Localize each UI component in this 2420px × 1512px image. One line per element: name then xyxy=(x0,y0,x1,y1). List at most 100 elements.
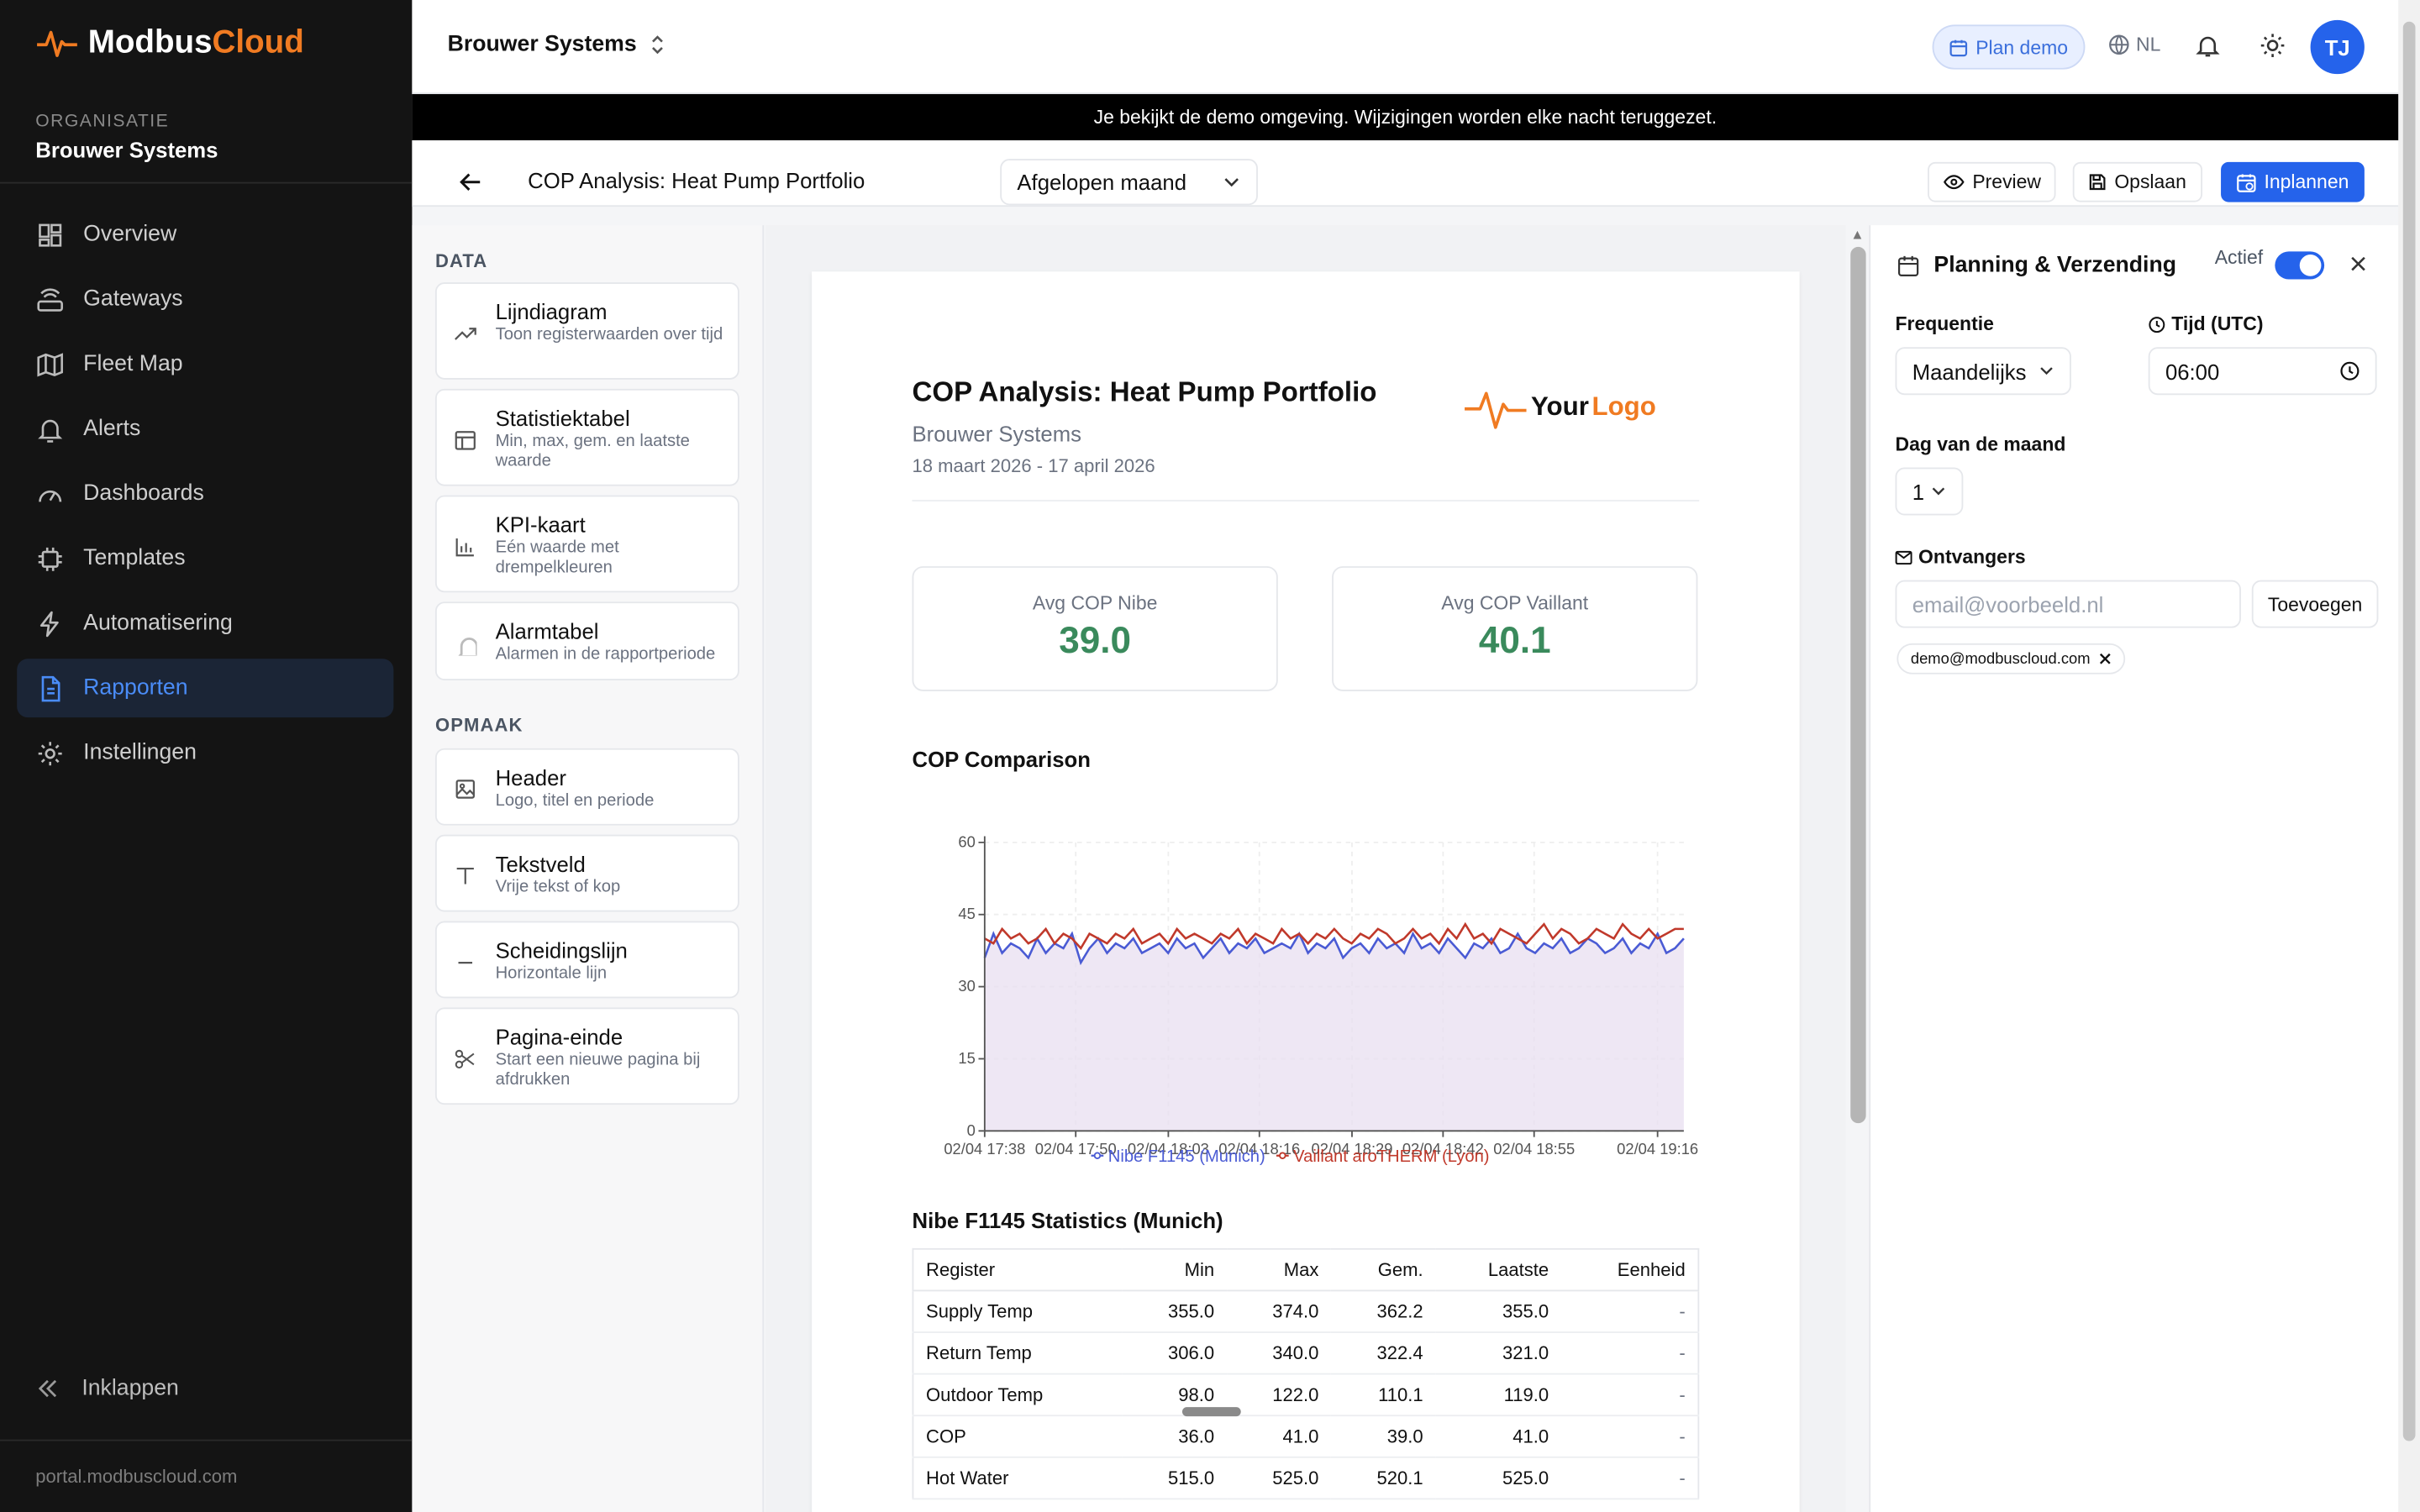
language-label: NL xyxy=(2136,34,2161,56)
table-cell: - xyxy=(1560,1373,1699,1417)
kpi-card[interactable]: Avg COP Nibe 39.0 xyxy=(912,566,1278,691)
active-toggle[interactable] xyxy=(2275,251,2325,280)
frequency-label: Frequentie xyxy=(1895,312,1994,335)
report-title[interactable]: COP Analysis: Heat Pump Portfolio xyxy=(528,168,865,193)
schedule-label: Inplannen xyxy=(2264,171,2349,193)
sidebar-item-alerts[interactable]: Alerts xyxy=(17,400,393,459)
schedule-panel: Planning & Verzending Actief Frequentie … xyxy=(1869,225,2399,1512)
table-cell: 39.0 xyxy=(1331,1415,1436,1458)
chevron-down-icon xyxy=(1932,487,1945,496)
clock-icon xyxy=(2340,361,2360,381)
chevron-down-icon xyxy=(2040,367,2053,375)
org-switcher[interactable]: Brouwer Systems xyxy=(448,33,666,57)
notifications-bell-icon[interactable] xyxy=(2195,33,2221,59)
preview-button[interactable]: Preview xyxy=(1928,161,2057,202)
stats-header-row: Register Min Max Gem. Laatste Eenheid xyxy=(913,1248,1699,1292)
sidebar-item-instellingen[interactable]: Instellingen xyxy=(17,723,393,782)
kpi-card[interactable]: Avg COP Vaillant 40.1 xyxy=(1332,566,1698,691)
palette-card-pagina-einde[interactable]: Pagina-einde Start een nieuwe pagina bij … xyxy=(434,1007,739,1105)
sidebar-item-gateways[interactable]: Gateways xyxy=(17,270,393,328)
table-cell: 515.0 xyxy=(1122,1457,1227,1500)
palette-card-desc: Alarmen in de rapportperiode xyxy=(495,644,716,664)
theme-sun-icon[interactable] xyxy=(2260,33,2286,59)
divider xyxy=(0,181,413,184)
sidebar-item-label: Instellingen xyxy=(83,740,197,766)
topbar: Brouwer Systems Plan demo NL TJ xyxy=(412,0,2399,95)
scissors-icon xyxy=(455,1049,475,1069)
schedule-button[interactable]: Inplannen xyxy=(2221,161,2365,202)
back-arrow-icon[interactable] xyxy=(459,171,483,193)
save-button[interactable]: Opslaan xyxy=(2072,161,2202,202)
time-label-text: Tijd (UTC) xyxy=(2171,312,2264,335)
sidebar-item-fleet-map[interactable]: Fleet Map xyxy=(17,335,393,394)
y-tick-label: 30 xyxy=(958,977,975,995)
sidebar-item-templates[interactable]: Templates xyxy=(17,529,393,588)
stats-header-cell: Min xyxy=(1122,1248,1227,1292)
table-cell: 340.0 xyxy=(1226,1332,1332,1375)
chevrons-up-down-icon xyxy=(651,35,662,55)
table-cell: Supply Temp xyxy=(913,1290,1123,1333)
frequency-select[interactable]: Maandelijks xyxy=(1895,347,2071,396)
palette-card-title: Tekstveld xyxy=(495,851,586,877)
sidebar-item-overview[interactable]: Overview xyxy=(17,205,393,264)
recipient-chip: demo@modbuscloud.com xyxy=(1897,643,2126,675)
palette-card-title: Scheidingslijn xyxy=(495,937,628,963)
calendar-icon xyxy=(1949,39,1968,56)
user-avatar[interactable]: TJ xyxy=(2310,19,2365,75)
sidebar-item-rapporten[interactable]: Rapporten xyxy=(17,659,394,718)
report-canvas: COP Analysis: Heat Pump Portfolio Brouwe… xyxy=(765,225,1846,1512)
palette-card-scheidingslijn[interactable]: Scheidingslijn Horizontale lijn xyxy=(434,921,739,999)
palette-card-kpi-kaart[interactable]: KPI-kaart Eén waarde met drempelkleuren xyxy=(434,495,739,593)
palette-card-tekstveld[interactable]: Tekstveld Vrije tekst of kop xyxy=(434,834,739,912)
collapse-button[interactable]: Inklappen xyxy=(35,1376,179,1401)
palette-card-desc: Toon registerwaarden over tijd xyxy=(495,325,723,344)
horizontal-scrollbar[interactable] xyxy=(1181,1407,1241,1417)
palette-card-lijndiagram[interactable]: Lijndiagram Toon registerwaarden over tij… xyxy=(434,282,739,380)
save-label: Opslaan xyxy=(2114,171,2186,193)
email-input[interactable]: email@voorbeeld.nl xyxy=(1895,580,2241,628)
stats-table[interactable]: Register Min Max Gem. Laatste Eenheid Supply T… xyxy=(912,1247,1700,1500)
report-page-title[interactable]: COP Analysis: Heat Pump Portfolio xyxy=(912,376,1377,407)
plan-demo-button[interactable]: Plan demo xyxy=(1932,24,2086,70)
brand-logo[interactable]: ModbusCloud xyxy=(35,24,304,61)
time-input[interactable]: 06:00 xyxy=(2148,347,2377,396)
minus-icon xyxy=(458,962,473,964)
palette-card-alarmtabel[interactable]: Alarmtabel Alarmen in de rapportperiode xyxy=(434,601,739,680)
sidebar-item-label: Overview xyxy=(83,222,177,247)
palette-card-header[interactable]: Header Logo, titel en periode xyxy=(434,748,739,826)
divider xyxy=(0,1439,413,1441)
kpi-label: Avg COP Vaillant xyxy=(1441,592,1589,615)
table-cell: 122.0 xyxy=(1226,1373,1332,1417)
palette-card-title: Statistiektabel xyxy=(495,406,630,431)
sidebar-item-automatisering[interactable]: Automatisering xyxy=(17,594,393,653)
canvas-scrollbar[interactable] xyxy=(1850,246,1866,1124)
mail-icon xyxy=(1895,549,1912,564)
palette-card-title: Lijndiagram xyxy=(495,299,608,324)
cop-line-chart[interactable]: 0 15 30 45 60 02/04 17:38 02/04 17:50 02/04 18:… xyxy=(913,780,1715,1166)
chart-section-title: COP Comparison xyxy=(912,746,1091,772)
y-tick-label: 0 xyxy=(967,1121,976,1139)
add-recipient-button[interactable]: Toevoegen xyxy=(2251,580,2379,628)
report-page-subtitle: Brouwer Systems xyxy=(912,421,1082,446)
table-cell: 322.4 xyxy=(1331,1332,1436,1375)
remove-chip-icon[interactable] xyxy=(2100,653,2112,665)
router-icon xyxy=(37,287,63,311)
x-tick-label: 02/04 18:55 xyxy=(1493,1140,1575,1158)
palette-card-statistiektabel[interactable]: Statistiektabel Min, max, gem. en laatste… xyxy=(434,388,739,486)
bell-icon xyxy=(458,638,477,656)
page-scrollbar[interactable] xyxy=(2398,0,2420,1512)
eye-icon xyxy=(1944,175,1965,190)
palette-section-layout: OPMAAK xyxy=(434,714,523,737)
day-value: 1 xyxy=(1912,479,1925,504)
sidebar-item-dashboards[interactable]: Dashboards xyxy=(17,465,393,523)
day-select[interactable]: 1 xyxy=(1895,467,1964,516)
period-select[interactable]: Afgelopen maand xyxy=(1000,159,1258,206)
scroll-up-arrow[interactable]: ▲ xyxy=(1850,227,1865,243)
page-scrollbar-thumb[interactable] xyxy=(2402,21,2416,1441)
sidebar: ModbusCloud ORGANISATIE Brouwer Systems … xyxy=(0,0,413,1512)
grid-icon xyxy=(39,223,62,246)
language-switcher[interactable]: NL xyxy=(2108,34,2160,55)
close-icon[interactable] xyxy=(2349,255,2368,273)
collapse-label: Inklappen xyxy=(82,1376,179,1401)
y-tick-label: 15 xyxy=(958,1049,975,1067)
